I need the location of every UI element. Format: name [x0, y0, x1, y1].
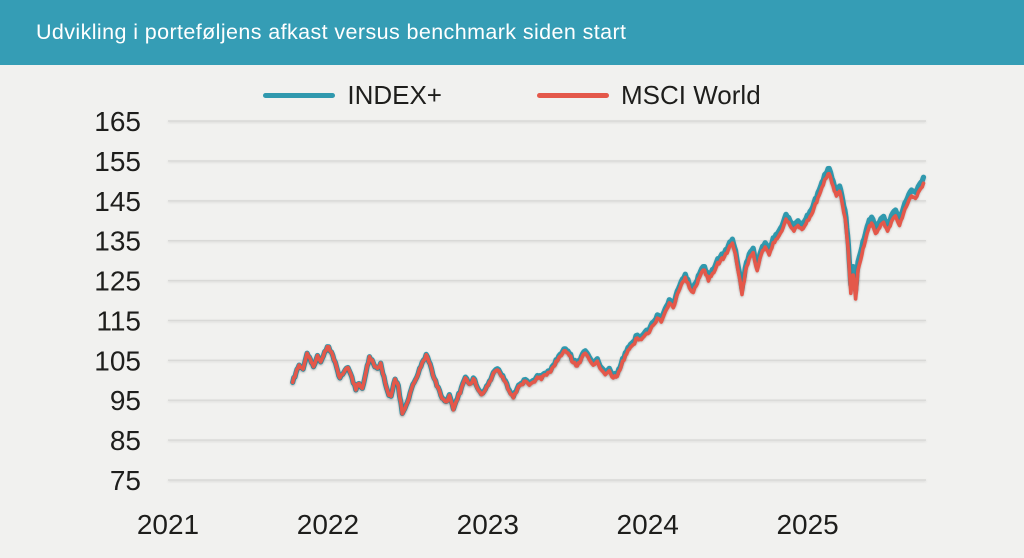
indexplus-line: [290, 165, 927, 416]
y-tick-label: 105: [94, 345, 141, 376]
y-tick-label: 95: [110, 385, 141, 416]
y-axis-labels: 165 155 145 135 125 115 105 95 85 75: [94, 106, 141, 496]
x-tick-label: 2024: [617, 509, 679, 540]
x-tick-label: 2023: [457, 509, 519, 540]
legend-item-indexplus: INDEX+: [263, 80, 442, 111]
y-tick-label: 75: [110, 465, 141, 496]
y-tick-label: 145: [94, 186, 141, 217]
page-title: Udvikling i porteføljens afkast versus b…: [36, 20, 627, 44]
x-tick-label: 2022: [297, 509, 359, 540]
legend-label-indexplus: INDEX+: [347, 79, 442, 110]
indexplus-line-swatch: [263, 92, 336, 98]
legend: INDEX+ MSCI World: [0, 77, 1024, 113]
msci-world-line: [290, 171, 926, 416]
title-bar: Udvikling i porteføljens afkast versus b…: [0, 0, 1024, 65]
y-tick-label: 125: [94, 266, 141, 297]
legend-item-msci-world: MSCI World: [537, 80, 761, 111]
x-tick-label: 2025: [776, 509, 838, 540]
y-tick-label: 155: [94, 146, 141, 177]
gridlines: [168, 120, 926, 481]
y-tick-label: 135: [94, 226, 141, 257]
msci-world-line-swatch: [537, 92, 609, 98]
y-tick-label: 165: [94, 106, 141, 137]
x-tick-label: 2021: [137, 509, 199, 540]
y-tick-label: 85: [110, 425, 141, 456]
legend-label-msci-world: MSCI World: [621, 79, 761, 110]
x-axis-labels: 2021 2022 2023 2024 2025: [137, 509, 839, 540]
y-tick-label: 115: [96, 305, 141, 336]
